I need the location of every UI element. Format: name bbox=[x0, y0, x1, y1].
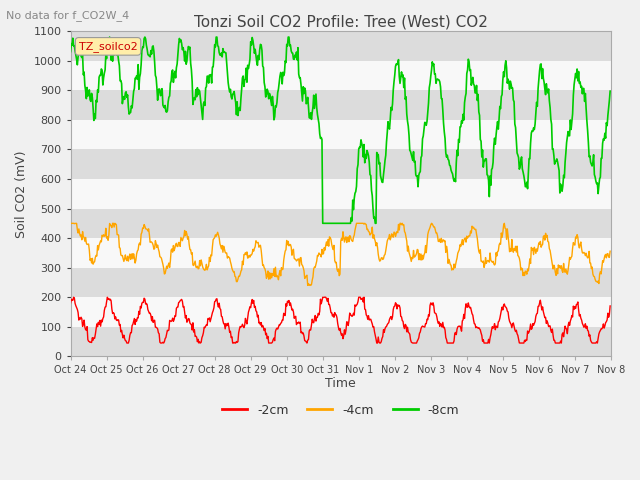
Y-axis label: Soil CO2 (mV): Soil CO2 (mV) bbox=[15, 150, 28, 238]
Text: TZ_soilco2: TZ_soilco2 bbox=[79, 41, 138, 52]
Bar bbox=[70, 297, 611, 327]
Bar bbox=[70, 120, 611, 149]
Bar bbox=[70, 149, 611, 179]
Bar bbox=[70, 31, 611, 61]
Bar bbox=[70, 61, 611, 90]
X-axis label: Time: Time bbox=[325, 377, 356, 390]
Bar bbox=[70, 327, 611, 356]
Title: Tonzi Soil CO2 Profile: Tree (West) CO2: Tonzi Soil CO2 Profile: Tree (West) CO2 bbox=[194, 15, 488, 30]
Bar bbox=[70, 90, 611, 120]
Bar bbox=[70, 268, 611, 297]
Bar bbox=[70, 179, 611, 208]
Text: No data for f_CO2W_4: No data for f_CO2W_4 bbox=[6, 10, 130, 21]
Bar bbox=[70, 208, 611, 238]
Legend: -2cm, -4cm, -8cm: -2cm, -4cm, -8cm bbox=[217, 398, 464, 421]
Bar bbox=[70, 238, 611, 268]
